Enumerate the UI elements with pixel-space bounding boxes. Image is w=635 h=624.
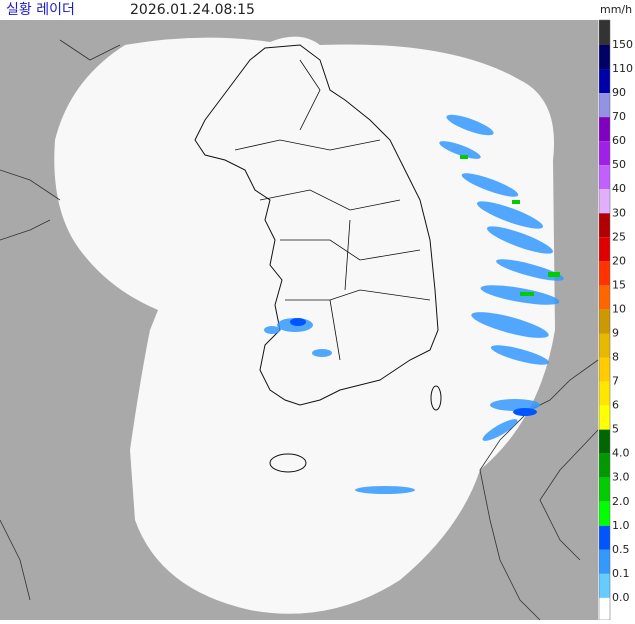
legend-label: 90 <box>612 86 626 99</box>
legend-swatch <box>599 525 610 550</box>
legend-label: 8 <box>612 351 619 364</box>
legend-swatch <box>599 405 610 430</box>
legend-swatch <box>599 381 610 406</box>
legend-swatch <box>599 573 610 598</box>
legend-swatch <box>599 69 610 94</box>
rain-echoes-heavy <box>460 155 560 296</box>
legend-label: 3.0 <box>612 471 630 484</box>
legend-label: 10 <box>612 302 626 315</box>
borders <box>234 59 431 361</box>
unit: mm/h <box>600 3 632 16</box>
legend-label: 20 <box>612 254 626 267</box>
legend-label: 0.0 <box>612 591 630 604</box>
rain-echoes-strong <box>290 318 537 416</box>
legend-swatch <box>599 93 610 118</box>
timestamp: 2026.01.24.08:15 <box>130 2 255 18</box>
legend: 150 110 90 70 60 50 40 30 25 20 15 10 9 8 7 6 5 4.0 3.0 2.0… <box>598 19 633 621</box>
jeju-island <box>269 453 307 473</box>
legend-swatch <box>599 549 610 574</box>
legend-label: 0.1 <box>612 567 630 580</box>
island <box>430 385 442 411</box>
west-coast <box>0 39 121 601</box>
legend-swatch <box>599 429 610 454</box>
legend-label: 30 <box>612 206 626 219</box>
legend-swatch <box>599 333 610 358</box>
legend-swatch <box>599 213 610 238</box>
east-coast <box>479 359 599 621</box>
legend-swatch <box>599 597 610 620</box>
legend-swatch <box>599 20 610 45</box>
legend-label: 0.5 <box>612 543 630 556</box>
legend-label: 50 <box>612 158 626 171</box>
legend-swatch <box>599 117 610 142</box>
legend-label: 70 <box>612 110 626 123</box>
legend-label: 5 <box>612 423 619 436</box>
legend-label: 150 <box>612 38 633 51</box>
legend-swatch <box>599 477 610 502</box>
legend-swatch <box>599 237 610 262</box>
legend-label: 1.0 <box>612 519 630 532</box>
title: 실황 레이더 <box>6 2 75 18</box>
legend-swatch <box>599 45 610 70</box>
legend-label: 2.0 <box>612 495 630 508</box>
legend-swatch <box>599 189 610 214</box>
legend-label: 7 <box>612 375 619 388</box>
legend-label: 9 <box>612 326 619 339</box>
legend-swatch <box>599 285 610 310</box>
legend-label: 6 <box>612 399 619 412</box>
legend-swatch <box>599 261 610 286</box>
map <box>0 20 599 621</box>
legend-label: 40 <box>612 182 626 195</box>
legend-label: 60 <box>612 134 626 147</box>
coastline <box>194 44 439 406</box>
legend-swatch <box>599 357 610 382</box>
legend-swatch <box>599 165 610 190</box>
legend-label: 25 <box>612 230 626 243</box>
legend-swatch <box>599 453 610 478</box>
legend-label: 110 <box>612 62 633 75</box>
legend-label: 4.0 <box>612 447 630 460</box>
legend-swatch <box>599 501 610 526</box>
legend-swatch <box>599 309 610 334</box>
legend-swatch <box>599 141 610 166</box>
legend-label: 15 <box>612 278 626 291</box>
